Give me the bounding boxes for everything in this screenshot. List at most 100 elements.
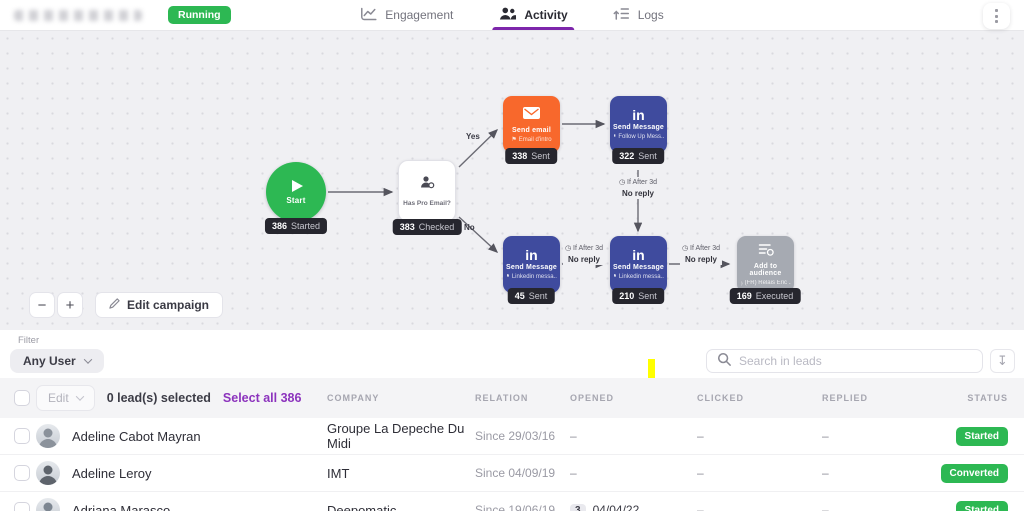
condition-stat-badge: 383 Checked	[392, 219, 462, 235]
node-linkedin-message-1[interactable]: in Send Message ⚑ Linkedin messa...	[503, 236, 560, 293]
search-icon	[717, 352, 731, 371]
table-header: Edit 0 lead(s) selected Select all 386 C…	[0, 378, 1024, 418]
cursor-highlight	[648, 359, 655, 378]
lead-clicked: –	[697, 466, 704, 480]
row-checkbox[interactable]	[14, 428, 30, 444]
node-start[interactable]: Start	[266, 162, 326, 222]
audience-list-icon	[758, 243, 774, 261]
column-header-relation: RELATION	[475, 393, 529, 403]
node-has-pro-email[interactable]: Has Pro Email?	[398, 160, 456, 222]
tab-activity[interactable]: Activity	[492, 0, 576, 30]
lead-replied: –	[822, 429, 829, 443]
followup-stat-badge: 322 Sent	[612, 148, 664, 164]
lead-opened: 3 04/04/22	[570, 503, 697, 511]
linkedin-icon: in	[632, 107, 645, 123]
zoom-out-button[interactable]: −	[29, 292, 55, 318]
edge-label-no: No	[464, 223, 475, 232]
node-linkedin-message-2[interactable]: in Send Message ⚑ Linkedin messa...	[610, 236, 667, 293]
download-icon[interactable]: ↧	[990, 349, 1015, 373]
lead-name: Adeline Cabot Mayran	[72, 428, 201, 444]
table-row[interactable]: Adeline Leroy IMT Since 04/09/19 – – – C…	[0, 455, 1024, 492]
flag-icon: ⚑	[511, 137, 517, 143]
edge-label-wait: ◷ If After 3d No reply	[616, 177, 660, 199]
clock-icon: ◷	[618, 179, 626, 186]
chevron-down-icon	[83, 355, 92, 364]
filter-label: Filter	[18, 335, 40, 346]
linkedin-icon: in	[632, 247, 645, 263]
edit-dropdown-button[interactable]: Edit	[36, 385, 95, 411]
workflow-canvas[interactable]: Yes No ◷ If After 3d No reply ◷ If After…	[0, 31, 1024, 330]
row-checkbox[interactable]	[14, 465, 30, 481]
clock-icon: ◷	[681, 245, 689, 252]
node-add-to-audience[interactable]: Add to audience ◎ (FR) Relais Eric ...	[737, 236, 794, 293]
audience-stat-badge: 169 Executed	[729, 288, 801, 304]
lead-relation: Since 04/09/19	[475, 466, 556, 480]
search-box	[706, 349, 983, 373]
person-search-icon	[420, 175, 435, 194]
lead-clicked: –	[697, 503, 704, 511]
linkedin-icon: in	[525, 247, 538, 263]
table-row[interactable]: Adriana Marasco Deepomatic Since 19/06/1…	[0, 492, 1024, 511]
lead-name: Adriana Marasco	[72, 502, 171, 511]
envelope-icon	[523, 106, 540, 124]
tab-logs[interactable]: Logs	[613, 0, 664, 30]
tab-bar: Engagement Activity	[360, 0, 664, 30]
edit-campaign-button[interactable]: Edit campaign	[95, 292, 224, 318]
lead-clicked: –	[697, 429, 704, 443]
lead-company: Deepomatic	[327, 502, 397, 511]
start-stat-badge: 386 Started	[264, 218, 328, 234]
status-badge: Started	[955, 500, 1008, 511]
zoom-in-button[interactable]: +	[57, 292, 83, 318]
campaign-title-redacted	[14, 9, 142, 21]
clock-icon: ◷	[564, 245, 572, 252]
select-all-checkbox[interactable]	[14, 390, 30, 406]
avatar	[36, 461, 60, 485]
people-icon	[499, 7, 517, 23]
column-header-clicked: CLICKED	[697, 393, 744, 403]
email-stat-badge: 338 Sent	[505, 148, 557, 164]
node-linkedin-followup[interactable]: in Send Message ⚑ Follow Up Mess...	[610, 96, 667, 153]
filter-bar: Filter Any User ↧	[0, 330, 1024, 378]
flag-icon: ⚑	[613, 134, 617, 140]
lead-relation: Since 19/06/19	[475, 503, 556, 511]
status-badge: Started	[955, 426, 1008, 446]
column-header-status: STATUS	[967, 393, 1008, 403]
status-badge: Converted	[940, 463, 1008, 483]
lead-company: Groupe La Depeche Du Midi	[327, 421, 465, 451]
column-header-replied: REPLIED	[822, 393, 869, 403]
target-icon: ◎	[741, 280, 743, 287]
node-send-email[interactable]: Send email ⚑ Email d'intro	[503, 96, 560, 153]
running-status-badge: Running	[168, 6, 231, 24]
edge-label-wait: ◷ If After 3d No reply	[562, 243, 606, 265]
chevron-down-icon	[75, 392, 84, 401]
pencil-icon	[109, 298, 120, 312]
user-filter-dropdown[interactable]: Any User	[10, 349, 104, 373]
topbar: Running Engagement Activity	[0, 0, 1024, 31]
lead-relation: Since 29/03/16	[475, 429, 556, 443]
lead-opened: –	[570, 466, 577, 480]
logs-icon	[613, 7, 630, 23]
avatar	[36, 424, 60, 448]
lead-replied: –	[822, 503, 829, 511]
tab-engagement[interactable]: Engagement	[360, 0, 453, 30]
message1-stat-badge: 45 Sent	[507, 288, 555, 304]
kebab-icon	[995, 9, 998, 12]
lead-replied: –	[822, 466, 829, 480]
table-row[interactable]: Adeline Cabot Mayran Groupe La Depeche D…	[0, 418, 1024, 455]
edge-label-wait: ◷ If After 3d No reply	[679, 243, 723, 265]
lead-name: Adeline Leroy	[72, 465, 152, 481]
line-chart-icon	[360, 7, 377, 24]
message2-stat-badge: 210 Sent	[612, 288, 664, 304]
lead-opened: –	[570, 429, 577, 443]
flag-icon: ⚑	[506, 274, 510, 280]
lead-company: IMT	[327, 465, 350, 481]
play-icon	[292, 179, 303, 192]
opened-count-chip: 3	[570, 503, 586, 511]
row-checkbox[interactable]	[14, 502, 30, 511]
search-input[interactable]	[739, 354, 972, 368]
more-options-button[interactable]	[983, 3, 1010, 29]
select-all-link[interactable]: Select all 386	[222, 391, 302, 405]
edge-label-yes: Yes	[466, 132, 480, 141]
column-header-opened: OPENED	[570, 393, 615, 403]
avatar	[36, 498, 60, 511]
